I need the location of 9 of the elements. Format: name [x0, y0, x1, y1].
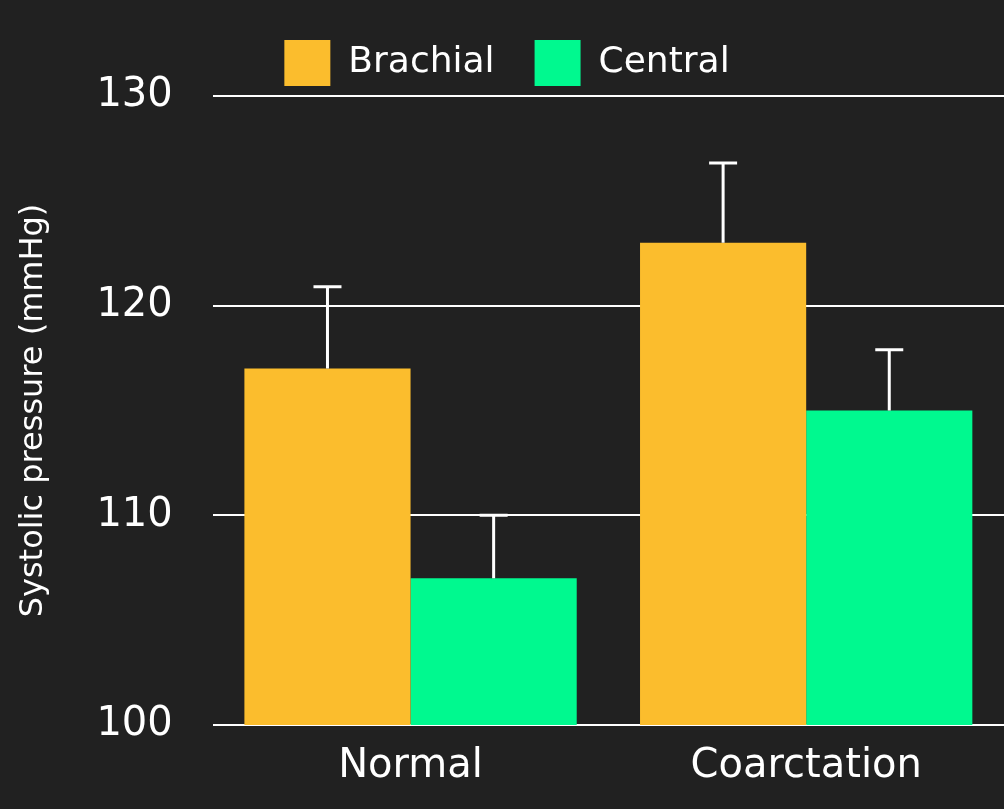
y-tick-label: 130: [96, 69, 173, 116]
y-tick-label: 110: [96, 488, 173, 535]
x-tick-label: Coarctation: [690, 740, 922, 787]
legend-label: Central: [598, 39, 730, 81]
legend-label: Brachial: [348, 39, 495, 81]
x-tick-label: Normal: [338, 740, 483, 787]
y-tick-label: 100: [96, 698, 173, 745]
y-tick-label: 120: [96, 279, 173, 326]
y-axis-title: Systolic pressure (mmHg): [11, 203, 50, 618]
